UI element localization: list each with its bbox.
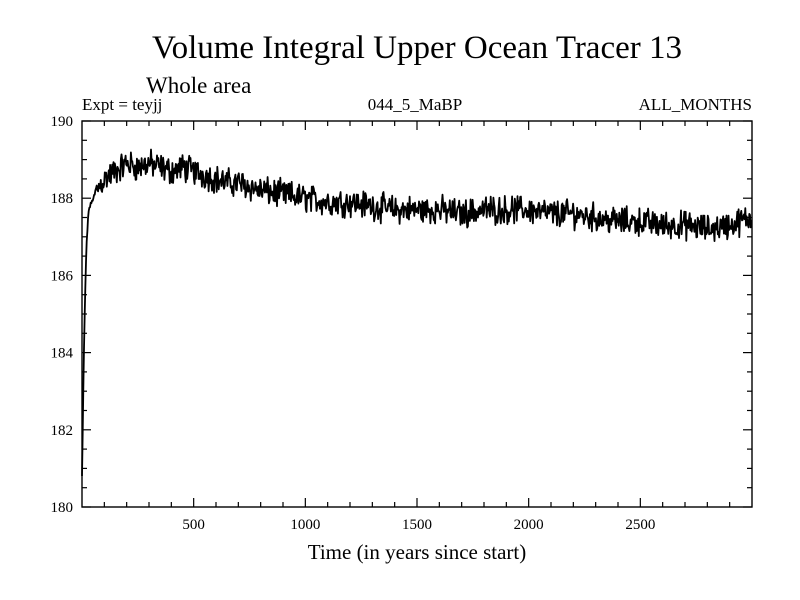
y-tick-label: 186: [51, 268, 74, 284]
y-tick-label: 188: [51, 191, 74, 207]
y-tick-label: 190: [51, 114, 74, 130]
x-tick-label: 1000: [290, 517, 320, 533]
chart-title: Volume Integral Upper Ocean Tracer 13: [152, 30, 682, 66]
tick-marks: [82, 120, 752, 508]
x-tick-label: 500: [182, 517, 205, 533]
plot-frame: [81, 120, 753, 508]
chart-subtitle: Whole area: [146, 73, 251, 98]
y-tick-label: 180: [51, 500, 74, 516]
x-tick-labels: 500 1000 1500 2000 2500: [182, 517, 655, 533]
y-tick-label: 182: [51, 423, 74, 439]
y-tick-label: 184: [51, 346, 74, 362]
y-tick-labels: 180 182 184 186 188 190: [51, 114, 74, 516]
x-tick-label: 2000: [514, 517, 544, 533]
x-axis-label: Time (in years since start): [308, 540, 527, 564]
period-label: 044_5_MaBP: [368, 95, 462, 114]
experiment-label: Expt = teyjj: [82, 95, 162, 114]
months-label: ALL_MONTHS: [639, 95, 752, 114]
x-tick-label: 2500: [625, 517, 655, 533]
series-line: [81, 148, 753, 477]
x-tick-label: 1500: [402, 517, 432, 533]
